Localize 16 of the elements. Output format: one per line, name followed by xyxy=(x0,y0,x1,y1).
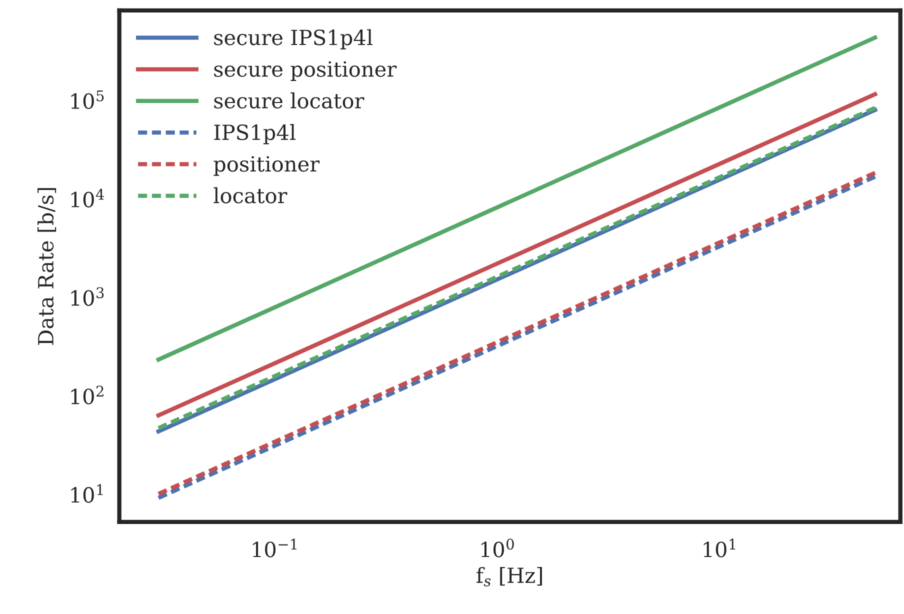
legend-label: positioner xyxy=(214,156,320,176)
legend-label: secure IPS1p4l xyxy=(214,29,372,50)
y-tick-label: 10$^{4}$ xyxy=(71,188,104,208)
y-tick-label: 10$^{1}$ xyxy=(71,484,103,503)
x-axis-title: f$_{s}$ [Hz] xyxy=(476,567,542,586)
y-axis-title: Data Rate [b/s] xyxy=(38,188,56,345)
y-tick-label: 10$^{2}$ xyxy=(71,386,104,404)
legend-label: locator xyxy=(214,187,288,204)
legend-label: IPS1p4l xyxy=(214,124,296,144)
x-tick-label: 10$^{−1}$ xyxy=(252,538,297,558)
y-tick-label: 10$^{3}$ xyxy=(71,287,104,306)
legend-label: secure positioner xyxy=(214,61,397,81)
legend-label: secure locator xyxy=(214,92,364,109)
x-tick-label: 10$^{0}$ xyxy=(481,538,514,558)
x-tick-label: 10$^{1}$ xyxy=(704,538,736,558)
y-tick-label: 10$^{5}$ xyxy=(71,90,104,110)
